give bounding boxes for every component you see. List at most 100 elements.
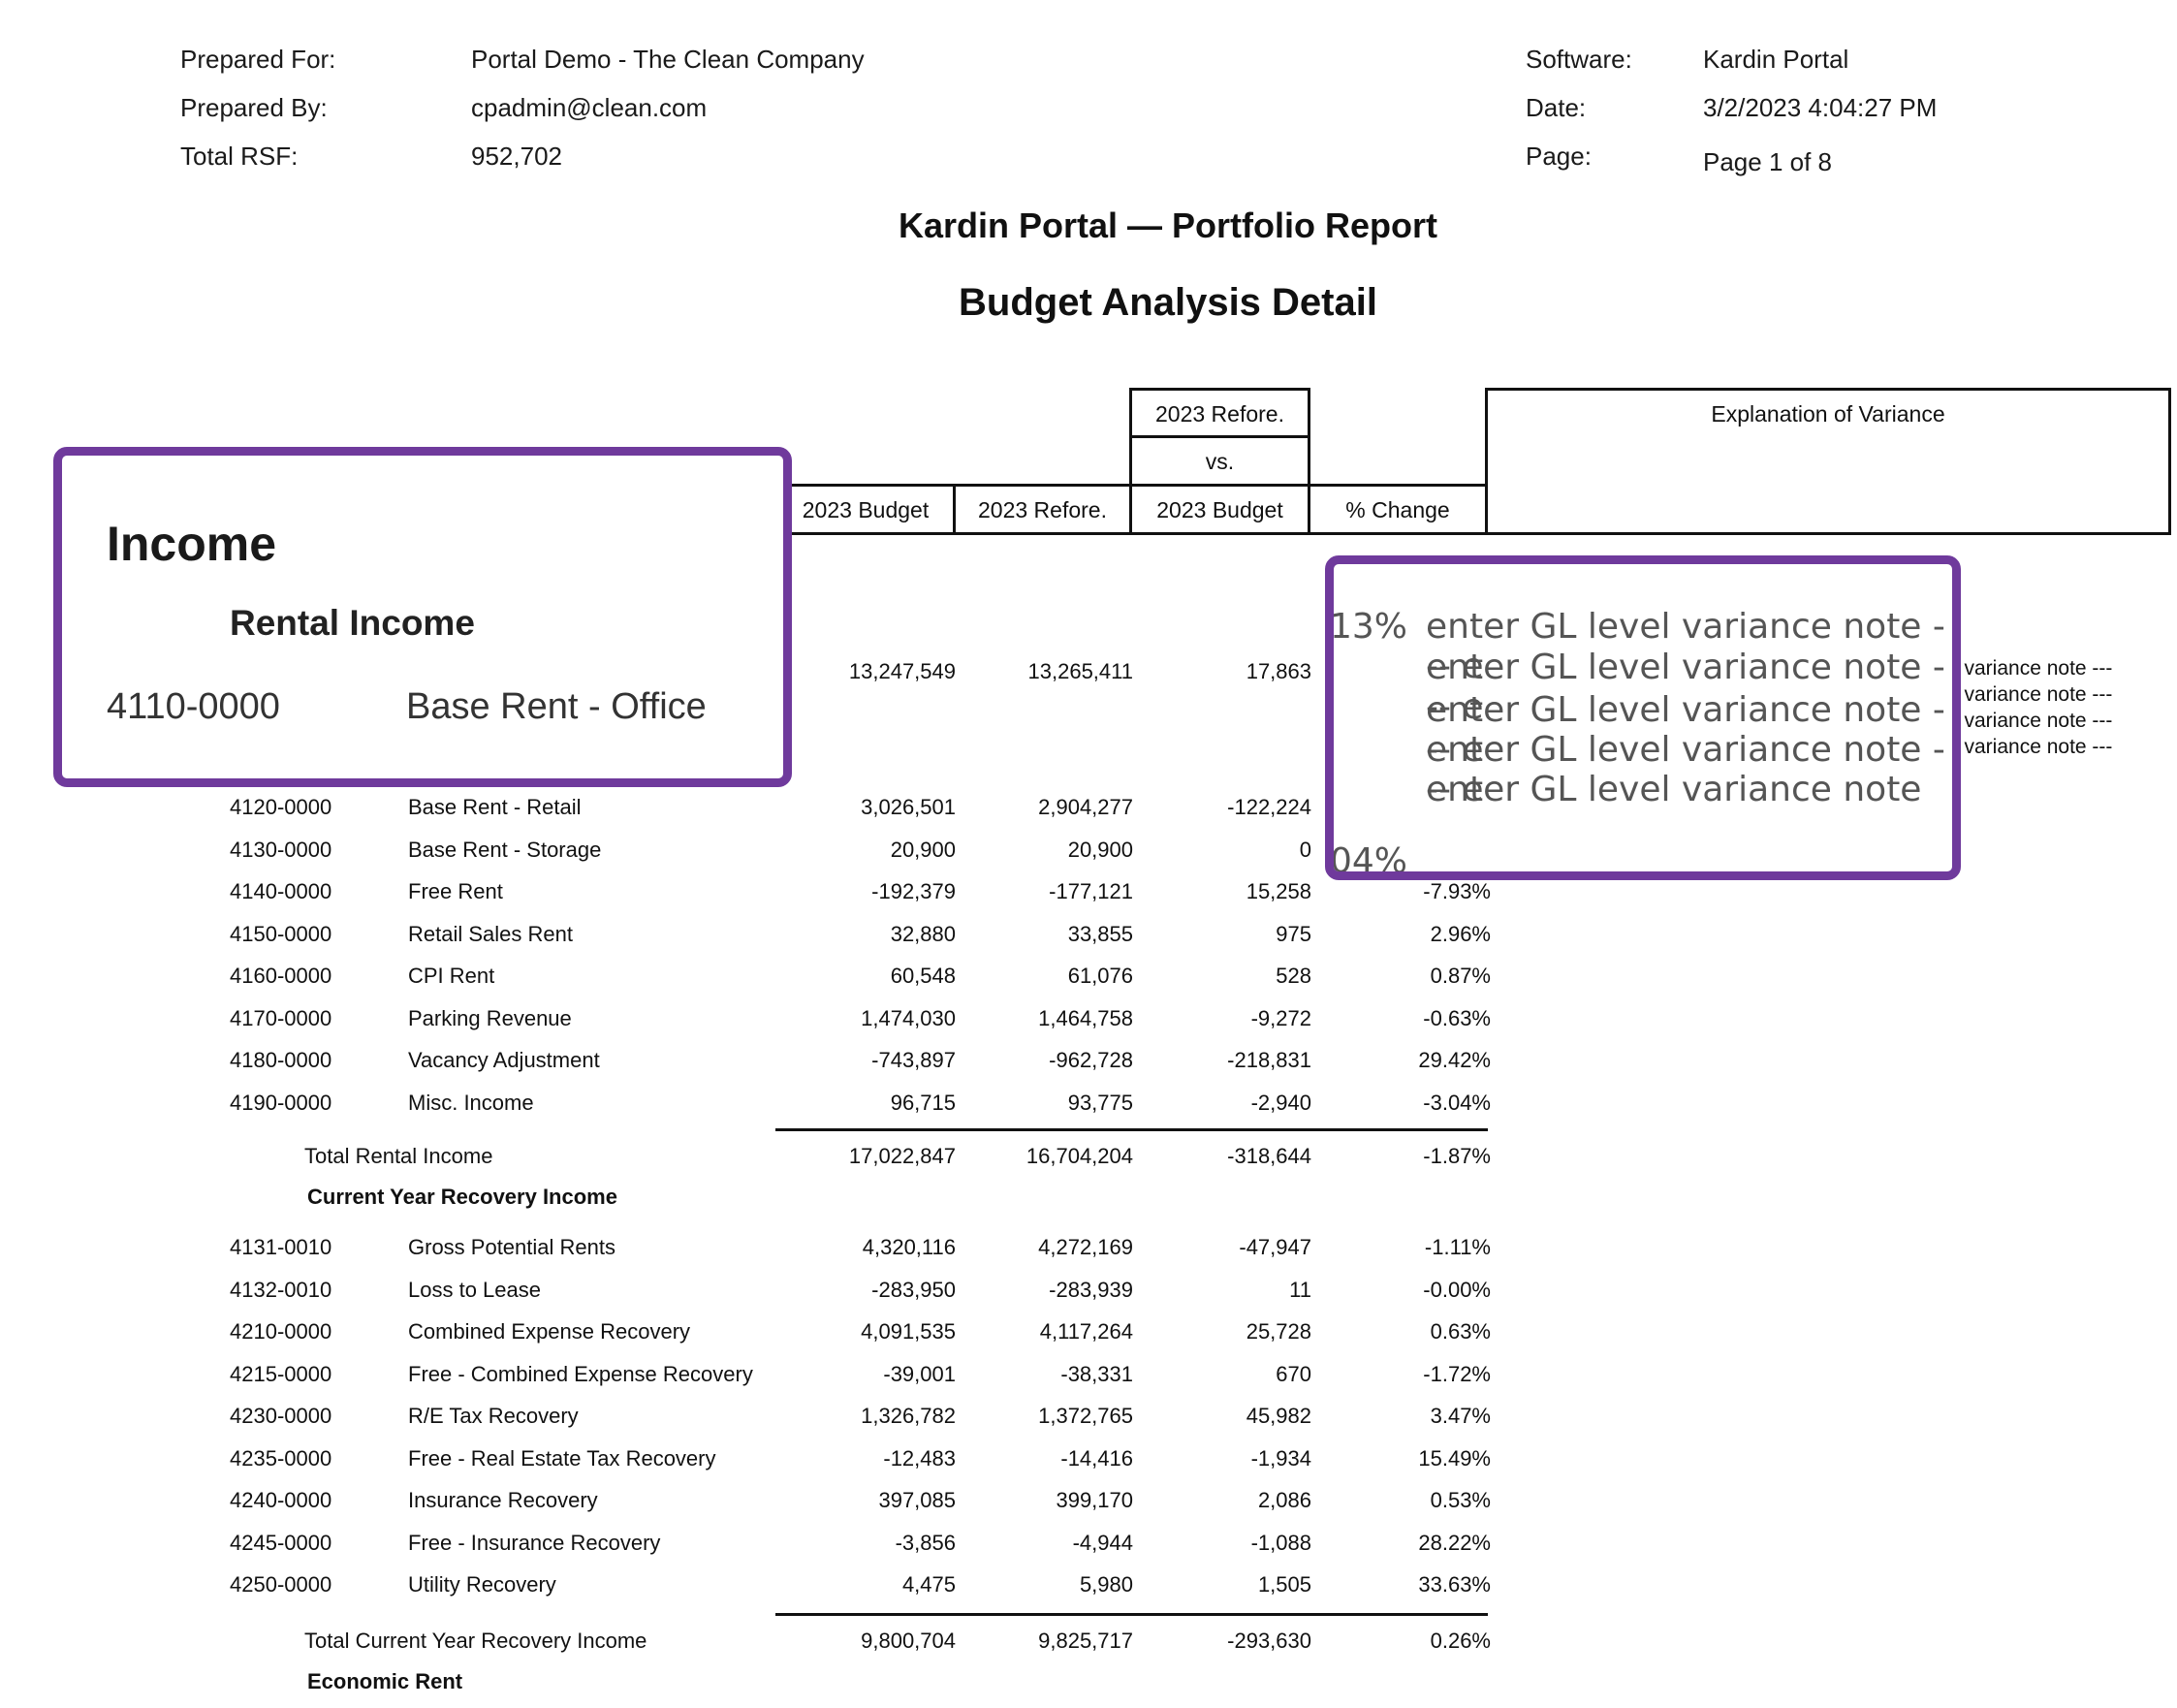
budget-cell: -3,856 (895, 1530, 956, 1555)
variance-note-zoomed: enter GL level variance note --- e (1426, 648, 1945, 727)
gl-code-cell: 4245-0000 (230, 1530, 332, 1555)
gl-code-cell: 4250-0000 (230, 1572, 332, 1597)
table-row: 4132-0010 Loss to Lease -283,950 -283,939 11… (0, 1270, 1512, 1311)
variance-note: l variance note --- (1954, 657, 2113, 680)
table-row: 4160-0000 CPI Rent 60,548 61,076 528 0.87% (0, 956, 1512, 996)
reforecast-cell: 1,372,765 (1038, 1404, 1133, 1428)
gl-description-cell: Gross Potential Rents (408, 1235, 615, 1259)
budget-column-header-text: 2023 Budget (802, 497, 930, 522)
pct-change-cell: 0.63% (1430, 1319, 1491, 1344)
reforecast-cell: -962,728 (1049, 1048, 1133, 1072)
software-label: Software: (1526, 45, 1632, 74)
variance-cell: -1,088 (1250, 1530, 1311, 1555)
total-rsf-value: 952,702 (471, 142, 562, 171)
pct-change-cell: -1.11% (1424, 1235, 1491, 1259)
budget-cell: 1,474,030 (861, 1005, 956, 1030)
table-row: 4170-0000 Parking Revenue 1,474,030 1,464,7… (0, 998, 1512, 1039)
gl-description-cell: Misc. Income (408, 1090, 534, 1115)
budget-cell: 4,091,535 (861, 1319, 956, 1344)
rental-total-budget: 17,022,847 (848, 1144, 956, 1168)
recovery-total-reforecast: 9,825,717 (1038, 1629, 1133, 1653)
prepared-for-value: Portal Demo - The Clean Company (471, 45, 865, 74)
pct-change-cell: -3.04% (1423, 1090, 1491, 1115)
pct-change-cell: 28.22% (1418, 1530, 1491, 1555)
prepared-for-label: Prepared For: (180, 45, 336, 74)
budget-cell: 397,085 (878, 1488, 956, 1512)
budget-cell: -283,950 (871, 1277, 956, 1302)
recovery-total-row: Total Current Year Recovery Income 9,800… (0, 1621, 1512, 1661)
budget-cell: 4,320,116 (862, 1235, 956, 1259)
variance-cell: 25,728 (1246, 1319, 1311, 1344)
variance-cell: 975 (1276, 921, 1311, 946)
budget-cell: 60,548 (890, 964, 956, 988)
variance-cell: 0 (1299, 837, 1311, 862)
variance-cell: -47,947 (1239, 1235, 1311, 1259)
prepared-by-label: Prepared By: (180, 93, 328, 122)
variance-note: l variance note --- (1954, 736, 2113, 758)
gl-description-cell: Free - Insurance Recovery (408, 1530, 661, 1555)
budget-cell: -12,483 (883, 1445, 956, 1471)
rental-total-label: Total Rental Income (304, 1144, 493, 1168)
budget-cell: -192,379 (871, 879, 956, 903)
budget-column-header: 2023 Budget (775, 484, 956, 535)
gl-description-cell: R/E Tax Recovery (408, 1404, 579, 1428)
table-row: 4150-0000 Retail Sales Rent 32,880 33,855 97… (0, 914, 1512, 955)
variance-note-zoomed: enter GL level variance note --- e (1426, 730, 1945, 809)
date-value: 3/2/2023 4:04:27 PM (1703, 93, 1938, 122)
variance-note-zoomed: enter GL level variance note --- e (1426, 690, 1945, 770)
gl-code-4110: 4110-0000 (107, 686, 280, 727)
reforecast-cell: -4,944 (1072, 1530, 1133, 1555)
rental-income-heading: Rental Income (230, 603, 475, 643)
gl-description-cell: Free Rent (408, 879, 503, 903)
gl-code-cell: 4235-0000 (230, 1445, 332, 1471)
report-subtitle: Budget Analysis Detail (959, 281, 1377, 324)
variance-header-mid-text: vs. (1205, 449, 1235, 474)
budget-cell: -39,001 (883, 1361, 956, 1386)
variance-cell: 45,982 (1246, 1404, 1311, 1428)
reforecast-cell: 4,117,264 (1039, 1319, 1133, 1344)
variance-cell: -1,934 (1250, 1445, 1311, 1471)
gl-code-cell: 4210-0000 (230, 1319, 332, 1344)
pct-fragment-bottom: 04% (1330, 841, 1408, 880)
date-label: Date: (1526, 93, 1587, 122)
gl-code-cell: 4215-0000 (230, 1361, 332, 1386)
reforecast-column-header: 2023 Refore. (953, 484, 1132, 535)
pct-change-cell: -0.63% (1423, 1005, 1491, 1030)
table-row-4110: 13,247,549 13,265,411 17,863 (0, 651, 1512, 692)
income-heading: Income (107, 517, 277, 571)
gl-description-cell: Free - Real Estate Tax Recovery (408, 1445, 716, 1471)
reforecast-cell: 2,904,277 (1038, 795, 1133, 819)
gl-code-cell: 4132-0010 (230, 1277, 332, 1302)
budget-cell: 13,247,549 (848, 659, 956, 683)
pct-change-cell: 29.42% (1418, 1048, 1491, 1072)
variance-cell: 17,863 (1246, 659, 1311, 683)
variance-note: l variance note --- (1954, 710, 2113, 732)
gl-description-cell: Retail Sales Rent (408, 921, 573, 946)
gl-code-cell: 4180-0000 (230, 1048, 332, 1072)
explanation-column-header-text: Explanation of Variance (1711, 401, 1945, 427)
pct-change-column-header: % Change (1308, 484, 1488, 535)
gl-code-cell: 4160-0000 (230, 964, 332, 988)
total-rsf-label: Total RSF: (180, 142, 299, 171)
reforecast-cell: 20,900 (1067, 837, 1133, 862)
zoom-callout-variance-notes: 13% 04% enter GL level variance note ---… (1325, 555, 1961, 880)
budget-cell: 96,715 (890, 1090, 956, 1115)
page-number: Page 1 of 8 (1703, 147, 1832, 176)
rental-total-rule (775, 1128, 1488, 1131)
explanation-column-header: Explanation of Variance (1485, 388, 2171, 535)
pct-change-cell: -7.93% (1423, 879, 1491, 903)
table-row: 4140-0000 Free Rent -192,379 -177,121 15,258… (0, 871, 1512, 912)
budget-cell: 20,900 (890, 837, 956, 862)
reforecast-cell: 4,272,169 (1038, 1235, 1133, 1259)
variance-cell: 528 (1276, 964, 1311, 988)
budget-cell: 4,475 (901, 1572, 956, 1597)
variance-note-zoomed: enter GL level variance note (1426, 770, 1922, 809)
variance-cell: -9,272 (1250, 1005, 1311, 1030)
reforecast-cell: 5,980 (1079, 1572, 1133, 1597)
pct-change-column-header-text: % Change (1345, 497, 1450, 522)
recovery-total-pct: 0.26% (1430, 1629, 1491, 1653)
gl-description-cell: Vacancy Adjustment (408, 1048, 600, 1072)
table-row: 4250-0000 Utility Recovery 4,475 5,980 1,505… (0, 1565, 1512, 1605)
economic-rent-heading: Economic Rent (307, 1669, 463, 1693)
reforecast-cell: 93,775 (1067, 1090, 1133, 1115)
